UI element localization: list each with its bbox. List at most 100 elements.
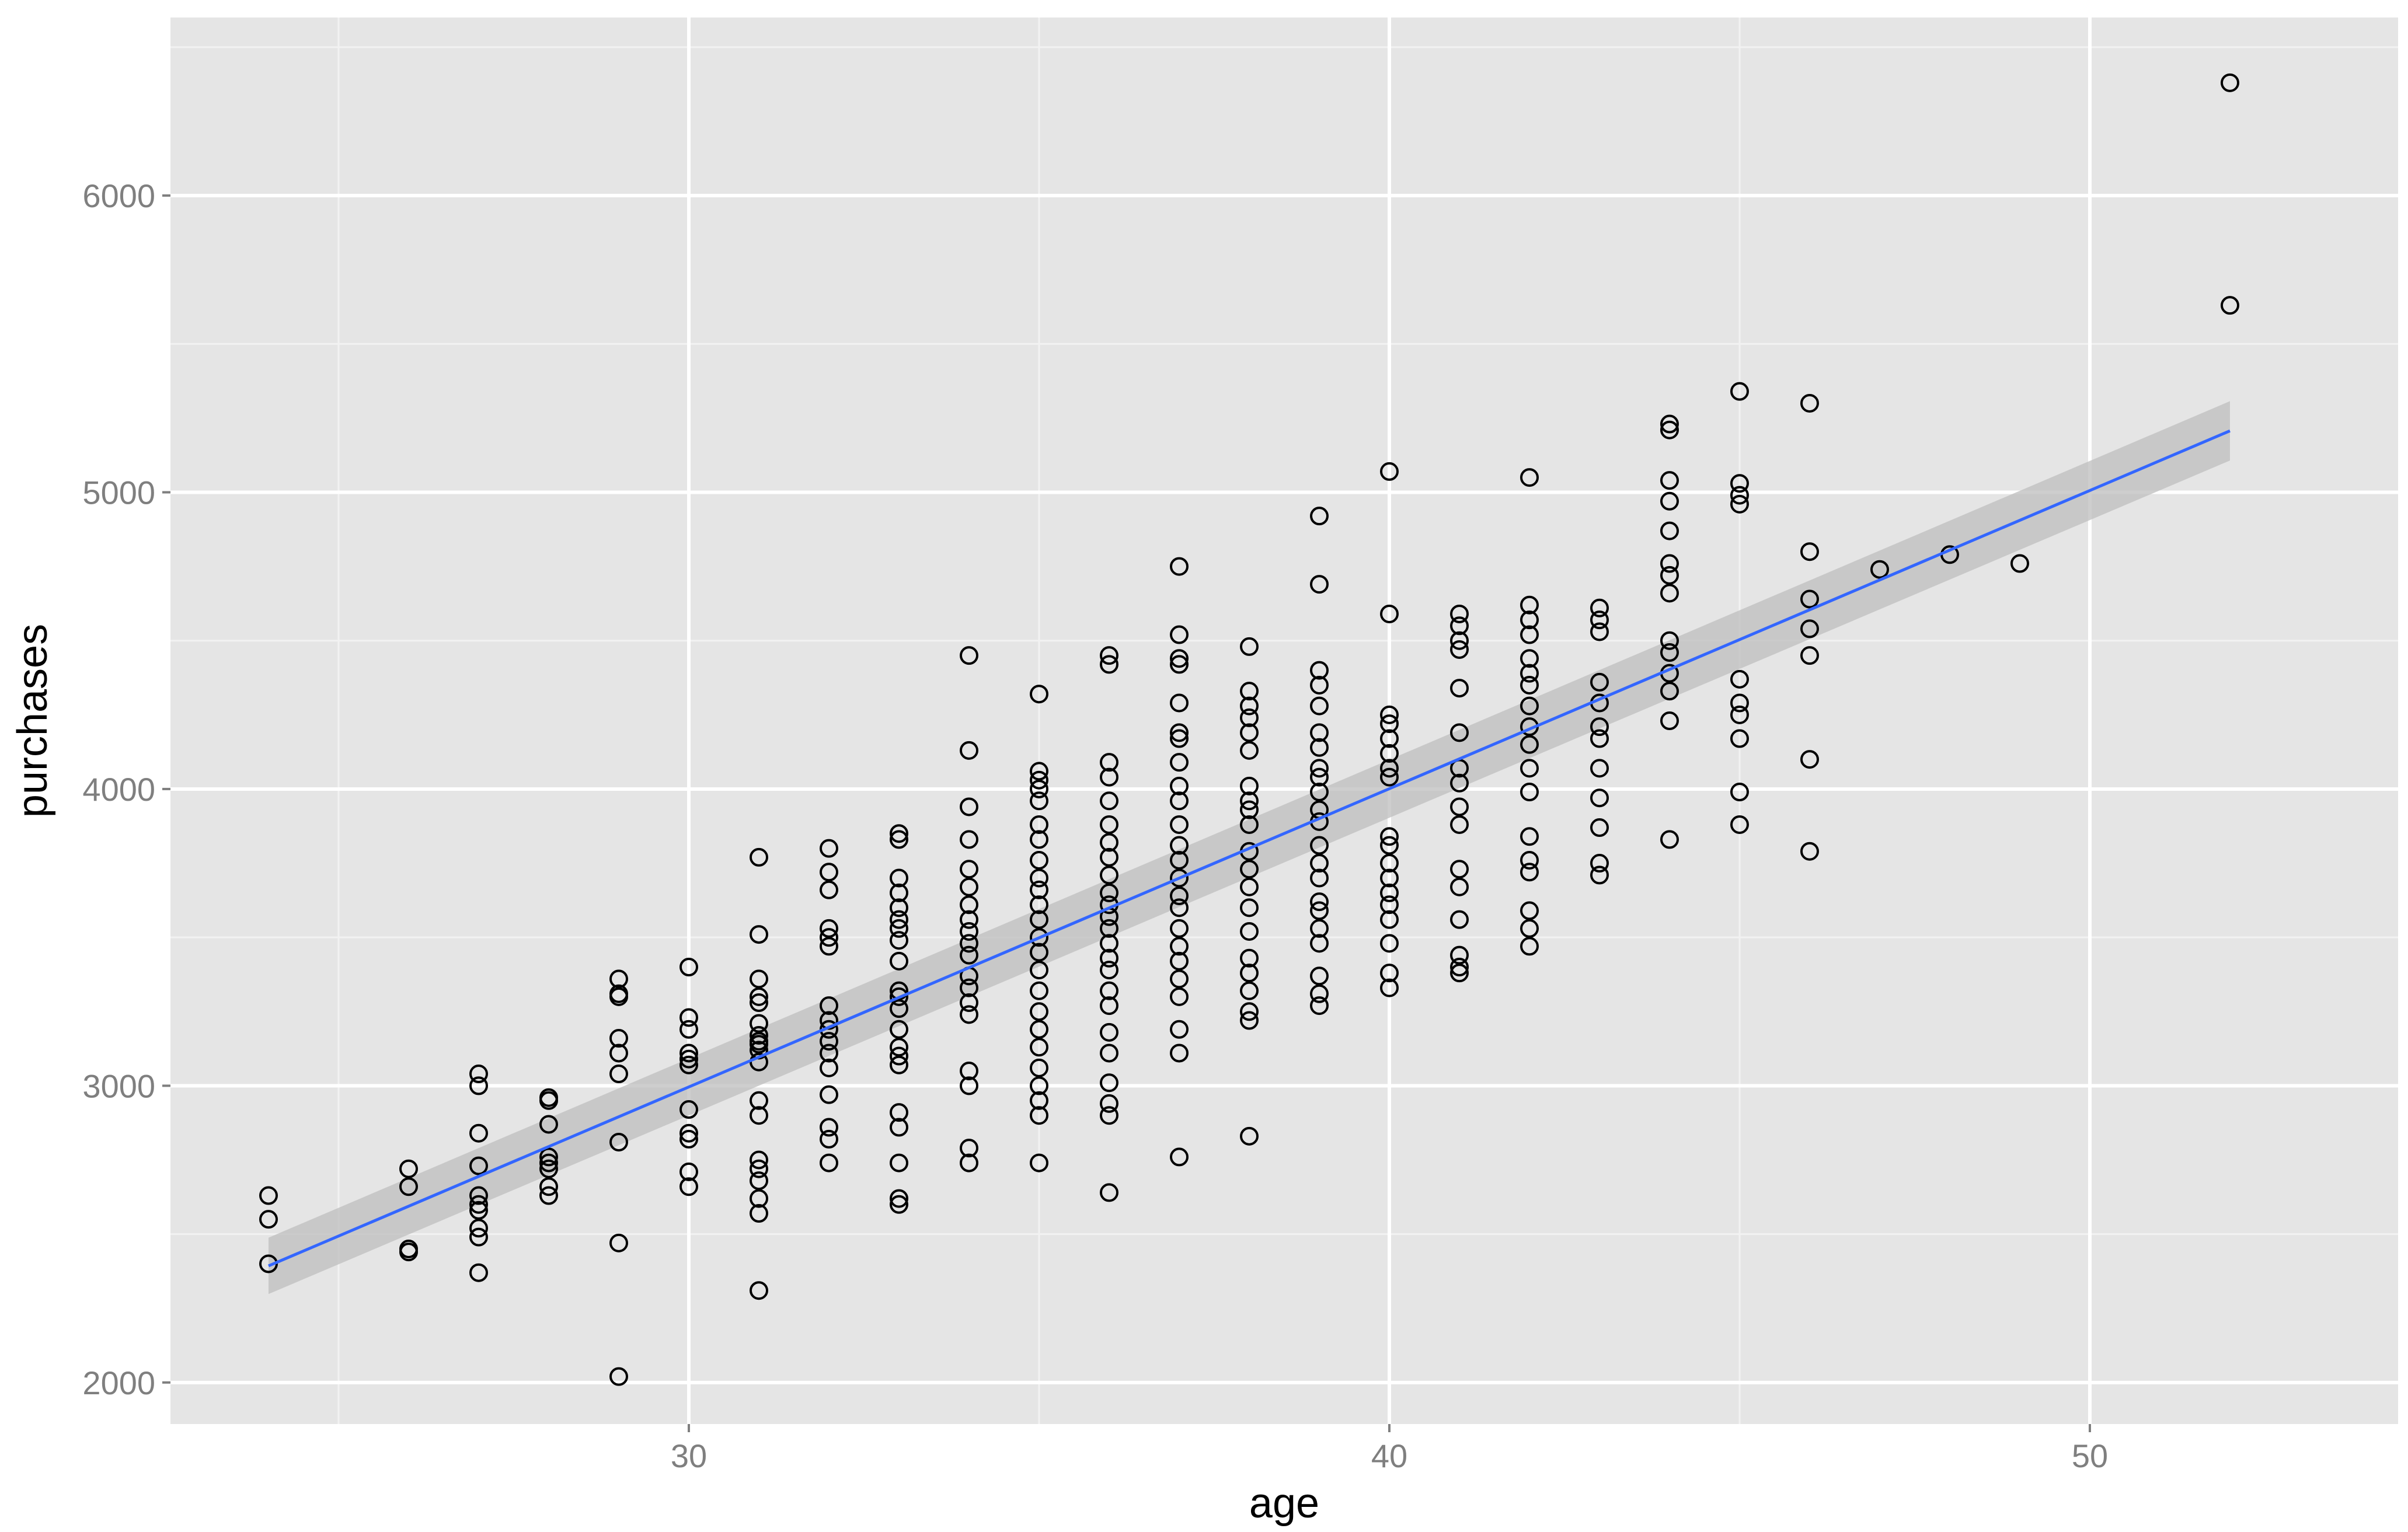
data-point xyxy=(1380,604,1399,623)
y-tick-label: 6000 xyxy=(82,177,155,214)
data-point xyxy=(960,1061,978,1080)
data-point xyxy=(1170,693,1189,713)
data-point xyxy=(1240,708,1259,727)
data-point xyxy=(1520,850,1539,870)
data-point xyxy=(820,1058,838,1077)
data-point xyxy=(539,1147,558,1167)
data-point xyxy=(1170,868,1189,888)
data-point xyxy=(1310,738,1329,757)
data-point xyxy=(1520,735,1539,754)
data-point xyxy=(469,1195,488,1214)
data-point xyxy=(750,1204,768,1223)
data-point xyxy=(1800,393,1819,413)
data-point xyxy=(469,1227,488,1247)
data-point xyxy=(1100,655,1118,674)
data-point xyxy=(1730,705,1749,724)
data-point xyxy=(960,646,978,665)
data-point xyxy=(890,931,908,950)
data-point xyxy=(1450,616,1469,636)
data-point xyxy=(1590,818,1609,837)
data-point xyxy=(1520,675,1539,695)
data-point xyxy=(750,1025,768,1045)
data-point xyxy=(1310,661,1329,680)
data-point xyxy=(750,1150,768,1170)
minor-grid xyxy=(170,18,2398,1424)
data-point xyxy=(960,910,978,929)
data-point xyxy=(1660,414,1679,434)
data-point xyxy=(890,883,908,902)
data-point xyxy=(1100,961,1118,980)
data-point xyxy=(1100,833,1118,852)
data-point xyxy=(1520,595,1539,615)
data-point xyxy=(1450,631,1469,650)
data-point xyxy=(539,1177,558,1196)
data-point xyxy=(1310,723,1329,742)
data-point xyxy=(890,1195,908,1214)
data-point xyxy=(1590,610,1609,630)
y-axis-title: purchases xyxy=(9,624,56,818)
data-point xyxy=(1380,964,1399,983)
data-point xyxy=(399,1159,418,1178)
data-point xyxy=(1310,854,1329,873)
data-point xyxy=(1660,566,1679,585)
data-point xyxy=(1450,910,1469,929)
data-point xyxy=(1310,868,1329,888)
data-point xyxy=(820,1085,838,1104)
data-point xyxy=(1030,943,1048,962)
data-point xyxy=(399,1177,418,1196)
data-point xyxy=(1520,863,1539,882)
data-point xyxy=(1170,886,1189,905)
data-point xyxy=(1100,981,1118,1000)
data-point xyxy=(960,1005,978,1024)
data-point xyxy=(890,999,908,1018)
data-point xyxy=(1240,898,1259,917)
data-point xyxy=(1450,604,1469,623)
data-point xyxy=(1380,744,1399,763)
data-point xyxy=(1660,491,1679,511)
data-point xyxy=(1590,854,1609,873)
data-point xyxy=(1240,860,1259,879)
data-point xyxy=(750,1159,768,1178)
data-point xyxy=(1310,934,1329,953)
data-point xyxy=(679,1055,698,1074)
data-point xyxy=(1590,598,1609,617)
data-point xyxy=(960,922,978,941)
data-point xyxy=(539,1115,558,1134)
data-point xyxy=(1380,714,1399,734)
data-point xyxy=(1730,693,1749,713)
data-point xyxy=(960,860,978,879)
data-point xyxy=(609,1233,628,1252)
data-point xyxy=(960,797,978,816)
data-point xyxy=(1240,800,1259,819)
data-point xyxy=(1170,729,1189,748)
data-point xyxy=(820,1153,838,1172)
data-point xyxy=(1380,462,1399,481)
data-point xyxy=(2010,554,2029,573)
data-point xyxy=(1660,631,1679,650)
data-point xyxy=(1380,767,1399,787)
data-point xyxy=(890,987,908,1006)
data-point xyxy=(960,1153,978,1172)
data-point xyxy=(1730,382,1749,401)
data-point xyxy=(1730,494,1749,514)
data-point xyxy=(1800,750,1819,769)
data-point xyxy=(1030,762,1048,781)
y-tick-label: 3000 xyxy=(82,1067,155,1104)
data-point xyxy=(1170,776,1189,795)
data-point xyxy=(820,1129,838,1149)
data-point xyxy=(1450,679,1469,698)
data-point xyxy=(1310,767,1329,787)
data-point xyxy=(679,1008,698,1027)
data-point xyxy=(1100,847,1118,867)
data-point xyxy=(890,910,908,929)
data-point xyxy=(1520,696,1539,716)
data-point xyxy=(1240,741,1259,760)
data-point xyxy=(1100,1183,1118,1202)
data-point xyxy=(890,919,908,938)
data-point xyxy=(890,1189,908,1208)
data-point xyxy=(1590,622,1609,641)
data-point xyxy=(1590,729,1609,748)
data-point xyxy=(1590,672,1609,692)
data-point xyxy=(1380,895,1399,915)
data-point xyxy=(1310,759,1329,778)
